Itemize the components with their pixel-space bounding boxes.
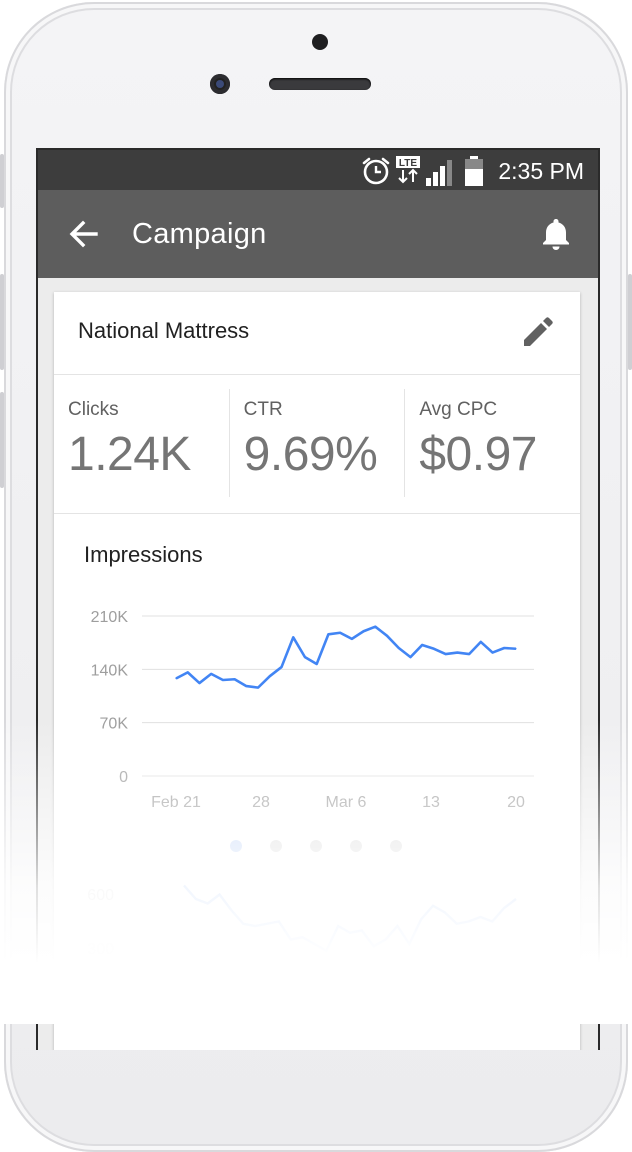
impressions-chart[interactable]: 210K 140K 70K 0 Feb 21 28 Mar 6 13 20 — [54, 592, 580, 822]
front-camera — [210, 74, 230, 94]
metric-label: Clicks — [68, 399, 119, 420]
data-point — [280, 666, 283, 668]
metric-value: 1.24K — [68, 428, 191, 481]
lte-icon: LTE — [396, 156, 420, 184]
pencil-icon[interactable] — [518, 314, 556, 352]
x-tick-label: 20 — [507, 794, 525, 811]
data-point — [398, 647, 400, 649]
page-title: Campaign — [132, 218, 267, 250]
proximity-sensor — [312, 34, 328, 50]
x-tick-label: 28 — [252, 794, 270, 811]
y-tick-label: 210K — [91, 609, 129, 626]
chart-title: Impressions — [84, 542, 203, 567]
power-button — [628, 274, 632, 370]
metric-value: 9.69% — [243, 428, 378, 481]
data-point — [480, 641, 482, 643]
metric-label: CTR — [243, 399, 283, 420]
campaign-name: National Mattress — [78, 318, 250, 343]
data-point — [362, 630, 365, 632]
data-point — [269, 675, 271, 677]
x-tick-label: Feb 21 — [151, 794, 201, 811]
data-point — [351, 638, 353, 640]
data-point — [210, 673, 212, 675]
data-point — [245, 685, 247, 687]
metric-ctr[interactable]: CTR 9.69% — [228, 389, 405, 497]
y-tick-label: 70K — [100, 716, 129, 733]
data-point — [234, 678, 236, 680]
phone-screen: LTE 2:35 PM Campaign National Mattress — [36, 148, 600, 1050]
campaign-card: National Mattress Clicks 1.24K CTR 9.69%… — [54, 292, 580, 1050]
metrics-row: Clicks 1.24K CTR 9.69% Avg CPC $0.97 — [54, 375, 580, 514]
battery-icon — [465, 156, 483, 186]
y-tick-label: 140K — [91, 662, 129, 679]
data-point — [456, 651, 458, 654]
volume-down-button — [0, 392, 4, 488]
signal-icon — [426, 160, 452, 186]
back-arrow-icon[interactable] — [64, 214, 104, 254]
y-tick-label: 0 — [119, 769, 128, 786]
metric-avg-cpc[interactable]: Avg CPC $0.97 — [404, 389, 580, 497]
app-bar: Campaign — [38, 190, 598, 278]
carousel-dot[interactable] — [310, 840, 322, 852]
x-tick-label: 13 — [422, 794, 440, 811]
y-tick-label: 600 — [87, 887, 114, 904]
campaign-header: National Mattress — [54, 292, 580, 375]
carousel-dot[interactable] — [350, 840, 362, 852]
mute-switch — [0, 154, 4, 208]
data-point — [491, 651, 494, 654]
data-point — [421, 644, 423, 646]
status-time: 2:35 PM — [498, 158, 584, 184]
data-point — [339, 632, 341, 634]
metric-value: $0.97 — [419, 428, 537, 481]
alarm-icon — [362, 157, 390, 185]
carousel-dot[interactable] — [230, 840, 242, 852]
data-point — [386, 635, 388, 637]
svg-text:LTE: LTE — [399, 158, 417, 169]
y-tick-label: 300 — [87, 941, 114, 958]
x-tick-label: Mar 6 — [326, 794, 367, 811]
data-point — [316, 663, 318, 665]
data-point — [257, 687, 259, 689]
metric-clicks[interactable]: Clicks 1.24K — [54, 375, 229, 513]
data-point — [198, 682, 201, 684]
carousel-indicator — [54, 840, 580, 854]
impressions-line — [175, 625, 517, 689]
metric-label: Avg CPC — [419, 399, 498, 420]
data-point — [327, 633, 330, 635]
data-point — [175, 677, 177, 680]
data-point — [468, 653, 470, 655]
data-point — [503, 647, 505, 649]
earpiece-speaker — [269, 78, 371, 90]
data-point — [304, 656, 306, 658]
carousel-dot[interactable] — [390, 840, 402, 852]
data-point — [187, 671, 189, 673]
data-point — [433, 648, 435, 650]
bell-icon[interactable] — [536, 214, 576, 254]
status-bar: LTE 2:35 PM — [38, 150, 598, 190]
volume-up-button — [0, 274, 4, 370]
secondary-line — [183, 884, 517, 953]
data-point — [515, 648, 517, 650]
data-point — [409, 656, 412, 658]
data-point — [292, 636, 294, 638]
data-point — [374, 626, 376, 628]
data-point — [445, 653, 447, 655]
secondary-chart: 600 300 — [87, 884, 517, 958]
carousel-dot[interactable] — [270, 840, 282, 852]
data-point — [222, 679, 224, 681]
